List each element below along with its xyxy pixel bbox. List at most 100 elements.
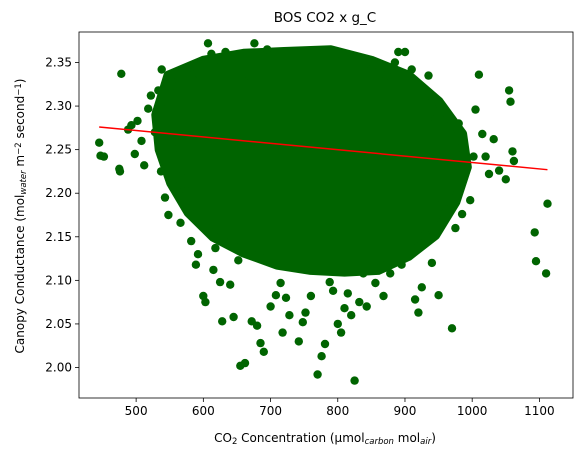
scatter-point bbox=[226, 280, 235, 289]
scatter-point bbox=[211, 243, 220, 253]
y-tick-label: 2.25 bbox=[45, 143, 72, 157]
scatter-point bbox=[207, 49, 216, 58]
x-tick-label: 700 bbox=[259, 404, 282, 418]
scatter-point bbox=[400, 47, 410, 57]
scatter-point bbox=[466, 196, 475, 205]
scatter-point bbox=[298, 318, 307, 327]
scatter-point bbox=[481, 152, 490, 161]
dense-point-cloud bbox=[151, 45, 472, 277]
scatter-point bbox=[494, 166, 504, 175]
scatter-point bbox=[474, 70, 484, 79]
scatter-point bbox=[276, 278, 285, 288]
y-axis-ticks: 2.00 2.05 2.10 2.15 2.20 2.25 2.30 2.35 bbox=[45, 56, 79, 375]
scatter-point bbox=[508, 147, 517, 156]
scatter-point bbox=[410, 295, 420, 304]
scatter-point bbox=[140, 161, 149, 170]
scatter-point bbox=[271, 291, 281, 300]
scatter-point bbox=[146, 91, 156, 100]
x-tick-label: 500 bbox=[125, 404, 148, 418]
scatter-point bbox=[336, 328, 346, 337]
scatter-point bbox=[362, 302, 371, 311]
scatter-point bbox=[386, 269, 395, 278]
scatter-point bbox=[504, 86, 514, 95]
scatter-point bbox=[127, 121, 136, 130]
scatter-point bbox=[137, 136, 146, 146]
scatter-point bbox=[424, 71, 433, 80]
scatter-point bbox=[340, 304, 349, 313]
scatter-point bbox=[355, 297, 364, 307]
scatter-point bbox=[166, 108, 176, 118]
scatter-point bbox=[164, 210, 173, 220]
scatter-point bbox=[157, 65, 166, 74]
y-tick-label: 2.10 bbox=[45, 273, 72, 287]
y-tick-label: 2.20 bbox=[45, 186, 72, 200]
regression-line bbox=[99, 126, 548, 171]
scatter-point bbox=[215, 277, 225, 287]
x-tick-label: 900 bbox=[394, 404, 417, 418]
y-tick-label: 2.05 bbox=[45, 317, 72, 331]
scatter-point bbox=[197, 216, 207, 226]
scatter-point bbox=[317, 352, 326, 361]
scatter-point bbox=[454, 119, 463, 128]
scatter-point bbox=[375, 256, 384, 265]
scatter-point bbox=[541, 269, 551, 278]
scatter-point bbox=[179, 166, 188, 175]
x-axis-label: CO2 Concentration (µmolcarbon molair) bbox=[214, 431, 436, 447]
scatter-point bbox=[99, 152, 109, 161]
scatter-point bbox=[431, 114, 440, 124]
scatter-point bbox=[281, 293, 291, 302]
scatter-point bbox=[469, 152, 478, 161]
scatter-point bbox=[417, 283, 426, 292]
y-tick-label: 2.00 bbox=[45, 361, 72, 375]
y-tick-label: 2.30 bbox=[45, 99, 72, 113]
scatter-point bbox=[234, 256, 243, 265]
scatter-point bbox=[191, 260, 201, 269]
scatter-point bbox=[250, 39, 259, 48]
scatter-point bbox=[259, 347, 268, 356]
scatter-point bbox=[444, 208, 453, 217]
scatter-point bbox=[478, 129, 487, 139]
plot-frame bbox=[78, 31, 574, 399]
scatter-point bbox=[117, 69, 126, 79]
scatter-point bbox=[187, 236, 196, 246]
scatter-point bbox=[347, 311, 356, 320]
y-tick-label: 2.35 bbox=[45, 56, 72, 70]
scatter-point bbox=[394, 47, 403, 57]
scatter-point bbox=[407, 65, 416, 74]
scatter-point bbox=[531, 257, 541, 266]
scatter-point bbox=[367, 65, 376, 74]
scatter-point bbox=[244, 71, 254, 80]
scatter-points bbox=[95, 39, 552, 385]
scatter-point bbox=[263, 45, 272, 54]
scatter-point bbox=[174, 75, 183, 85]
scatter-density-cloud bbox=[151, 45, 472, 277]
x-tick-label: 1000 bbox=[457, 404, 488, 418]
x-axis-ticks: 500 600 700 800 900 1000 1100 bbox=[125, 398, 555, 418]
scatter-point bbox=[333, 319, 342, 329]
scatter-point bbox=[306, 291, 316, 301]
scatter-point bbox=[266, 302, 275, 311]
scatter-point bbox=[390, 58, 400, 67]
scatter-point bbox=[382, 71, 391, 80]
scatter-point bbox=[168, 144, 178, 153]
scatter-point bbox=[325, 277, 334, 287]
scatter-point bbox=[278, 328, 287, 337]
scatter-point bbox=[328, 286, 338, 295]
scatter-point bbox=[359, 269, 368, 278]
scatter-point bbox=[256, 338, 265, 348]
scatter-point bbox=[501, 175, 510, 184]
scatter-point bbox=[414, 308, 423, 317]
scatter-point bbox=[130, 149, 139, 159]
scatter-point bbox=[229, 312, 238, 322]
scatter-point bbox=[156, 167, 166, 176]
chart-title: BOS CO2 x g_C bbox=[274, 10, 376, 26]
scatter-point bbox=[95, 138, 104, 147]
scatter-point bbox=[509, 156, 519, 166]
y-axis-label: Canopy Conductance (molwater m−2 second−… bbox=[13, 79, 29, 354]
scatter-point bbox=[471, 105, 480, 114]
scatter-point bbox=[193, 250, 203, 259]
scatter-point bbox=[133, 116, 142, 126]
scatter-point bbox=[176, 218, 185, 227]
scatter-point bbox=[252, 321, 262, 330]
